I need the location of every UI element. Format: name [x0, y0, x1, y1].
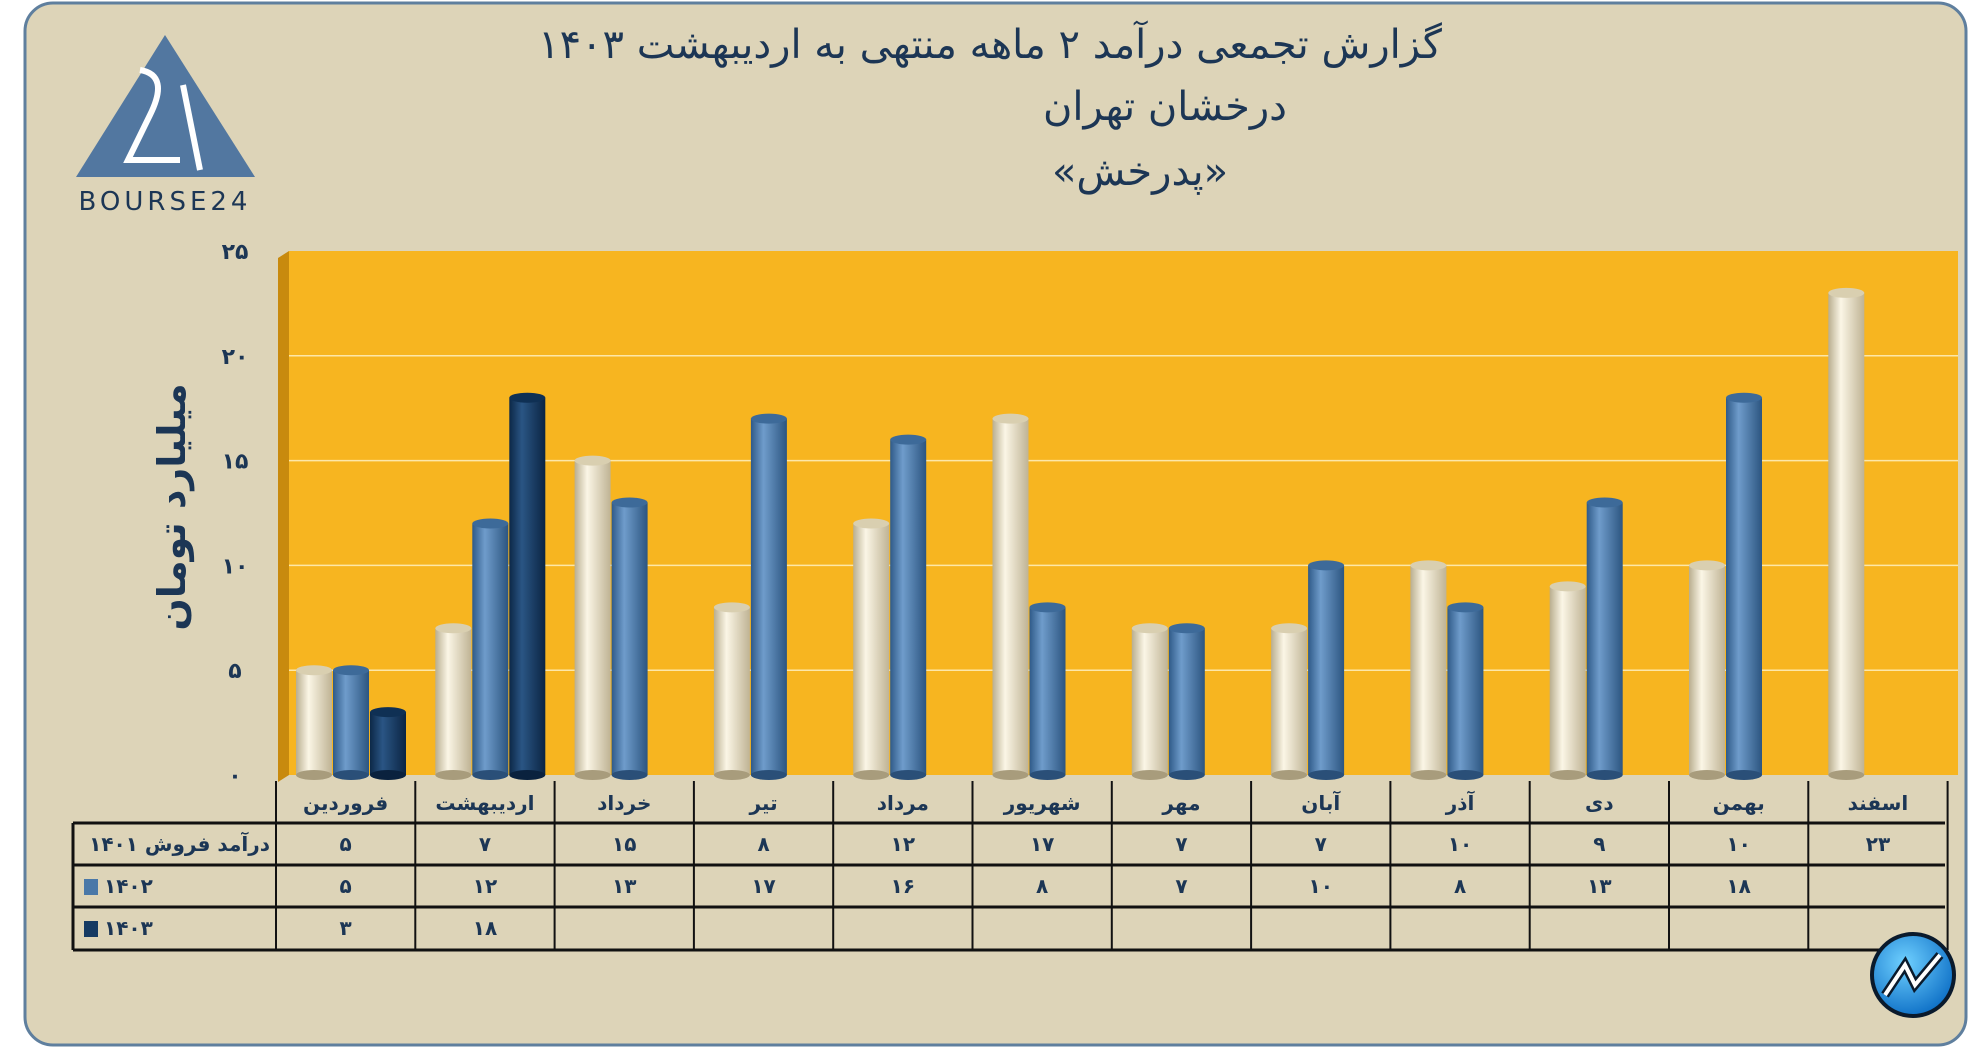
bar [611, 497, 648, 780]
table-cell: ۱۰ [1726, 832, 1750, 856]
category-label: آبان [1301, 790, 1341, 815]
legend-swatch [84, 879, 98, 895]
bar [1308, 560, 1345, 780]
bar [1549, 581, 1586, 780]
bar [1131, 623, 1168, 780]
bar [750, 413, 787, 780]
bar [1447, 602, 1484, 780]
bar [1029, 602, 1066, 780]
bar [370, 707, 406, 780]
company-symbol: «پدرخش» [1052, 149, 1228, 195]
table-cell: ۷ [1315, 832, 1327, 856]
table-cell: ۷ [479, 832, 491, 856]
y-tick-label: ۵ [228, 659, 241, 684]
logo-triangle-icon [76, 35, 255, 177]
table-cell: ۱۸ [1726, 874, 1750, 898]
bar [509, 392, 546, 780]
bar [1726, 392, 1762, 780]
category-label: آذر [1445, 790, 1476, 815]
trend-logo [1870, 932, 1956, 1018]
table-cell: ۷ [1175, 832, 1187, 856]
bar [1689, 560, 1725, 780]
plot-side-wall [278, 251, 289, 782]
logo-text: BOURSE24 [79, 187, 252, 217]
table-cell: ۷ [1175, 874, 1187, 898]
table-cell: ۱۸ [473, 916, 497, 940]
category-label: تیر [748, 791, 777, 815]
table-cell: ۱۰ [1309, 874, 1333, 898]
category-label: اسفند [1848, 791, 1909, 815]
bar [992, 413, 1029, 780]
bar [1586, 497, 1623, 780]
bar [296, 665, 332, 780]
y-tick-label: ۱۵ [222, 450, 249, 475]
category-label: اردیبهشت [435, 791, 534, 815]
category-label: مهر [1161, 791, 1200, 815]
table-cell: ۹ [1593, 832, 1605, 856]
logo-24-icon [123, 67, 203, 171]
category-label: دی [1585, 791, 1614, 815]
category-label: شهریور [1003, 791, 1081, 815]
category-label: فروردین [303, 791, 388, 815]
bar [713, 602, 750, 780]
bar [435, 623, 472, 780]
table-cell: ۸ [1454, 874, 1466, 898]
y-tick-label: ۲۰ [222, 345, 249, 370]
table-cell: ۱۶ [891, 874, 915, 898]
table-cell: ۲۳ [1866, 832, 1890, 856]
bar [333, 665, 369, 780]
table-cell: ۱۳ [1587, 874, 1611, 898]
table-cell: ۵ [340, 832, 352, 856]
table-cell: ۱۰ [1448, 832, 1472, 856]
table-cell: ۸ [1036, 874, 1048, 898]
table-cell: ۱۳ [612, 874, 636, 898]
y-tick-label: ۲۵ [222, 240, 249, 265]
plot-area [289, 251, 1958, 775]
table-cell: ۳ [340, 916, 352, 940]
table-cell: ۸ [757, 832, 769, 856]
bar [1410, 560, 1447, 780]
table-cell: ۱۲ [891, 832, 915, 856]
bar [574, 455, 611, 780]
table-cell: ۵ [340, 874, 352, 898]
y-tick-label: ۰ [228, 764, 241, 789]
category-label: مرداد [877, 791, 929, 815]
chart-title: گزارش تجمعی درآمد ۲ ماهه منتهی به اردیبه… [538, 20, 1443, 68]
table-cell: ۱۵ [612, 832, 636, 856]
company-name: درخشان تهران [1043, 84, 1287, 130]
bar [853, 518, 890, 780]
bar [1168, 623, 1205, 780]
series-label: ۱۴۰۲ [104, 874, 153, 898]
category-label: خرداد [597, 791, 651, 815]
legend-swatch [84, 921, 98, 937]
bourse24-logo: BOURSE24 [76, 35, 255, 217]
bar [1271, 623, 1308, 780]
y-tick-label: ۱۰ [222, 554, 249, 579]
series-label: ۱۴۰۳ [104, 916, 153, 940]
bar [890, 434, 927, 780]
bar [1828, 287, 1865, 780]
bar [472, 518, 509, 780]
series-label: درآمد فروش ۱۴۰۱ [89, 831, 270, 856]
y-axis-label: میلیارد تومان [150, 383, 194, 630]
category-label: بهمن [1713, 791, 1765, 815]
table-cell: ۱۷ [751, 874, 775, 898]
table-cell: ۱۷ [1030, 832, 1054, 856]
table-cell: ۱۲ [473, 874, 497, 898]
